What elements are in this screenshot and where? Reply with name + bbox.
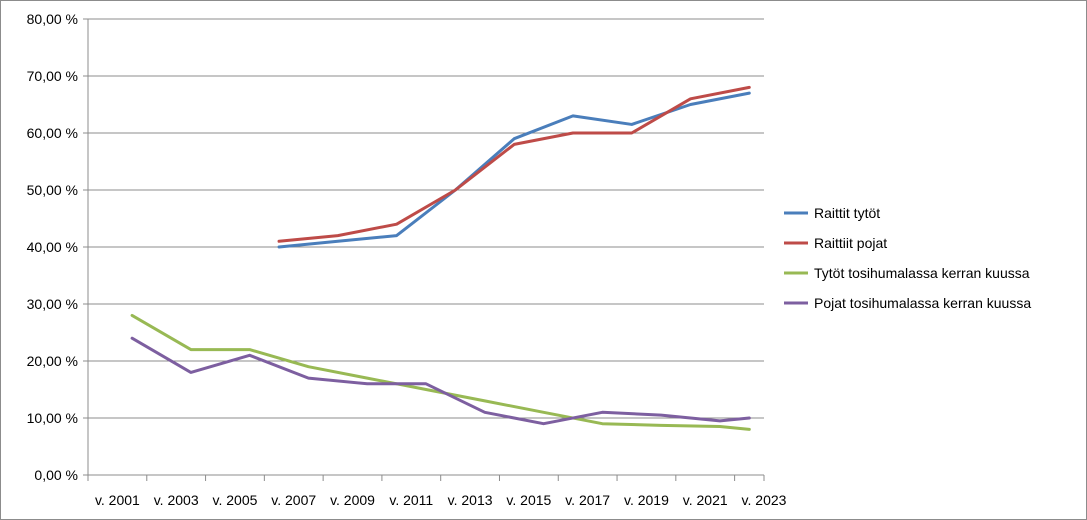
legend-label: Raittit tytöt [814, 205, 880, 221]
x-axis-tick-labels: v. 2001 v. 2003 v. 2005 v. 2007 v. 2009 v. 20… [95, 492, 787, 508]
y-tick-label: 20,00 % [27, 353, 78, 369]
x-tick-label: v. 2003 [154, 492, 199, 508]
y-tick-label: 70,00 % [27, 68, 78, 84]
x-tick-label: v. 2019 [624, 492, 669, 508]
series-line-2 [277, 85, 751, 243]
x-tick-label: v. 2007 [271, 492, 316, 508]
series-line-4 [130, 336, 751, 426]
y-tick-label: 60,00 % [27, 125, 78, 141]
y-tick-label: 40,00 % [27, 239, 78, 255]
legend-label: Tytöt tosihumalassa kerran kuussa [814, 265, 1030, 281]
x-tick-label: v. 2005 [213, 492, 258, 508]
series-line-1 [277, 91, 751, 249]
series-lines [130, 85, 751, 431]
x-tick-label: v. 2009 [330, 492, 375, 508]
legend-label: Pojat tosihumalassa kerran kuussa [814, 295, 1031, 311]
y-tick-label: 50,00 % [27, 182, 78, 198]
gridlines [88, 18, 764, 476]
x-tick-label: v. 2023 [742, 492, 787, 508]
legend: Raittit tytöt Raittiit pojat Tytöt tosihum… [784, 205, 1031, 311]
axes [83, 18, 765, 481]
y-tick-label: 80,00 % [27, 11, 78, 27]
y-axis-tick-labels: 0,00 % 10,00 % 20,00 % 30,00 % 40,00 % 50,00 … [27, 11, 78, 483]
series-line-3 [130, 313, 751, 431]
x-tick-label: v. 2013 [448, 492, 493, 508]
x-tick-label: v. 2015 [506, 492, 551, 508]
legend-label: Raittiit pojat [814, 235, 887, 251]
x-tick-label: v. 2001 [95, 492, 140, 508]
y-tick-label: 0,00 % [34, 467, 78, 483]
y-tick-label: 30,00 % [27, 296, 78, 312]
y-tick-label: 10,00 % [27, 410, 78, 426]
x-tick-label: v. 2021 [683, 492, 728, 508]
x-tick-label: v. 2011 [389, 492, 433, 508]
x-tick-label: v. 2017 [565, 492, 610, 508]
